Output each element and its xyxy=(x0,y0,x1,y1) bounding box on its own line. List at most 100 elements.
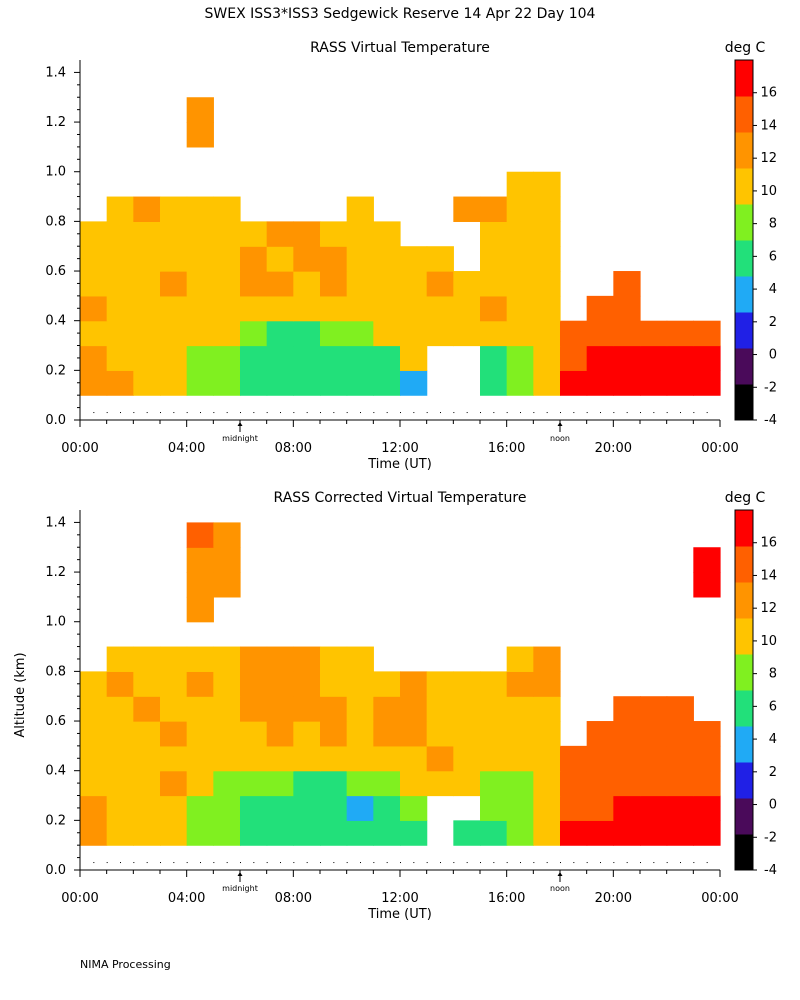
heatmap-cell xyxy=(186,696,214,722)
heatmap-cell xyxy=(346,696,374,722)
colorbar-tick-label: -4 xyxy=(764,413,777,428)
heatmap-cell xyxy=(213,196,241,222)
heatmap-cell xyxy=(666,820,694,846)
heatmap-cell xyxy=(613,320,641,347)
gate-dot xyxy=(266,412,268,414)
gate-dot xyxy=(693,862,695,864)
gate-dot xyxy=(613,412,615,414)
heatmap-cell xyxy=(533,671,561,697)
heatmap-cell xyxy=(480,271,508,297)
x-axis-label: Time (UT) xyxy=(367,457,432,472)
heatmap-cell xyxy=(160,196,188,222)
colorbar-swatch xyxy=(735,546,753,583)
x-tick-label: 20:00 xyxy=(595,441,632,456)
colorbar-label: deg C xyxy=(725,490,766,506)
heatmap-cell xyxy=(453,671,481,697)
colorbar-swatch xyxy=(735,690,753,727)
heatmap-cell xyxy=(373,820,401,846)
marker-arrow xyxy=(557,872,563,876)
heatmap-cell xyxy=(426,671,454,697)
heatmap-cell xyxy=(640,370,668,396)
colorbar-tick-label: -2 xyxy=(764,380,777,395)
heatmap-cell xyxy=(613,820,641,846)
heatmap-cell xyxy=(160,295,188,322)
heatmap-cell xyxy=(133,646,161,672)
heatmap-cell xyxy=(240,671,268,697)
marker-label-noon: noon xyxy=(550,884,570,893)
gate-dot xyxy=(226,412,228,414)
x-tick-label: 00:00 xyxy=(61,891,98,906)
heatmap-cell xyxy=(373,295,401,322)
colorbar-swatch xyxy=(735,834,753,871)
heatmap-cell xyxy=(560,795,588,821)
heatmap-cell xyxy=(426,271,454,297)
gate-dot xyxy=(546,862,548,864)
heatmap-cell xyxy=(240,370,268,396)
heatmap-cell xyxy=(506,745,534,772)
heatmap-cell xyxy=(320,721,348,747)
colorbar-tick-label: 2 xyxy=(769,765,777,780)
heatmap-cell xyxy=(106,696,134,722)
heatmap-cell xyxy=(293,795,321,821)
heatmap-cell xyxy=(373,696,401,722)
colorbar-swatch xyxy=(735,582,753,619)
heatmap-cell xyxy=(213,345,241,371)
gate-dot xyxy=(453,412,455,414)
colorbar-tick-label: 14 xyxy=(760,118,777,133)
heatmap-cell xyxy=(213,246,241,272)
heatmap-cell xyxy=(666,721,694,747)
heatmap-cell xyxy=(80,345,108,371)
heatmap-cell xyxy=(533,345,561,371)
heatmap-cell xyxy=(480,196,508,222)
heatmap-cell xyxy=(533,171,561,198)
heatmap-cell xyxy=(506,171,534,198)
heatmap-cell xyxy=(346,271,374,297)
heatmap-cell xyxy=(400,795,428,821)
gate-dot xyxy=(466,862,468,864)
heatmap-cell xyxy=(506,246,534,272)
colorbar-swatch xyxy=(735,762,753,799)
heatmap-cell xyxy=(533,320,561,347)
heatmap-cell xyxy=(506,671,534,697)
colorbar-tick-label: 6 xyxy=(769,699,777,714)
heatmap-cell xyxy=(133,221,161,247)
colorbar-swatch xyxy=(735,798,753,835)
colorbar-swatch xyxy=(735,168,753,205)
heatmap-cell xyxy=(506,320,534,347)
heatmap-cell xyxy=(560,370,588,396)
heatmap-cell xyxy=(400,820,428,846)
y-tick-label: 1.4 xyxy=(45,515,66,530)
y-tick-label: 0.6 xyxy=(45,264,66,279)
heatmap-cell xyxy=(133,745,161,772)
gate-dot xyxy=(600,862,601,864)
heatmap-cell xyxy=(240,721,268,747)
heatmap-cell xyxy=(640,320,668,347)
heatmap-cell xyxy=(106,795,134,821)
y-tick-label: 0.6 xyxy=(45,714,66,729)
heatmap-cell xyxy=(266,320,294,347)
heatmap-cell xyxy=(373,246,401,272)
x-tick-label: 20:00 xyxy=(595,891,632,906)
heatmap-cell xyxy=(186,196,214,222)
heatmap-cell xyxy=(453,770,481,797)
heatmap-cell xyxy=(320,370,348,396)
heatmap-cell xyxy=(666,745,694,772)
gate-dot xyxy=(506,862,508,864)
heatmap-cell xyxy=(213,795,241,821)
y-tick-label: 1.2 xyxy=(45,115,66,130)
heatmap-cell xyxy=(133,345,161,371)
gate-dot xyxy=(146,862,148,864)
heatmap-cell xyxy=(186,745,214,772)
heatmap-cell xyxy=(640,745,668,772)
heatmap-cell xyxy=(506,721,534,747)
heatmap-cell xyxy=(346,795,374,821)
gate-dot xyxy=(680,412,681,414)
heatmap-cell xyxy=(506,221,534,247)
heatmap-cell xyxy=(320,271,348,297)
gate-dot xyxy=(520,862,521,864)
heatmap-cell xyxy=(400,745,428,772)
y-tick-label: 1.0 xyxy=(45,165,66,180)
gate-dot xyxy=(240,862,241,864)
heatmap-cell xyxy=(133,295,161,322)
heatmap-cell xyxy=(640,770,668,797)
